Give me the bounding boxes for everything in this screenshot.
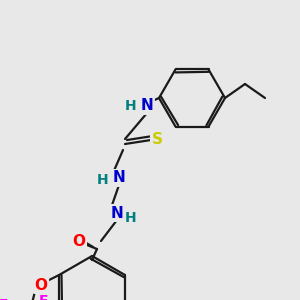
Text: O: O	[73, 233, 85, 248]
Text: N: N	[111, 206, 123, 220]
Text: H: H	[125, 99, 137, 113]
Text: S: S	[152, 133, 163, 148]
Text: O: O	[34, 278, 48, 292]
Text: N: N	[112, 170, 125, 185]
Text: F: F	[0, 298, 8, 300]
Text: N: N	[141, 98, 153, 113]
Text: H: H	[125, 211, 137, 225]
Text: F: F	[38, 294, 48, 300]
Text: H: H	[97, 173, 109, 187]
